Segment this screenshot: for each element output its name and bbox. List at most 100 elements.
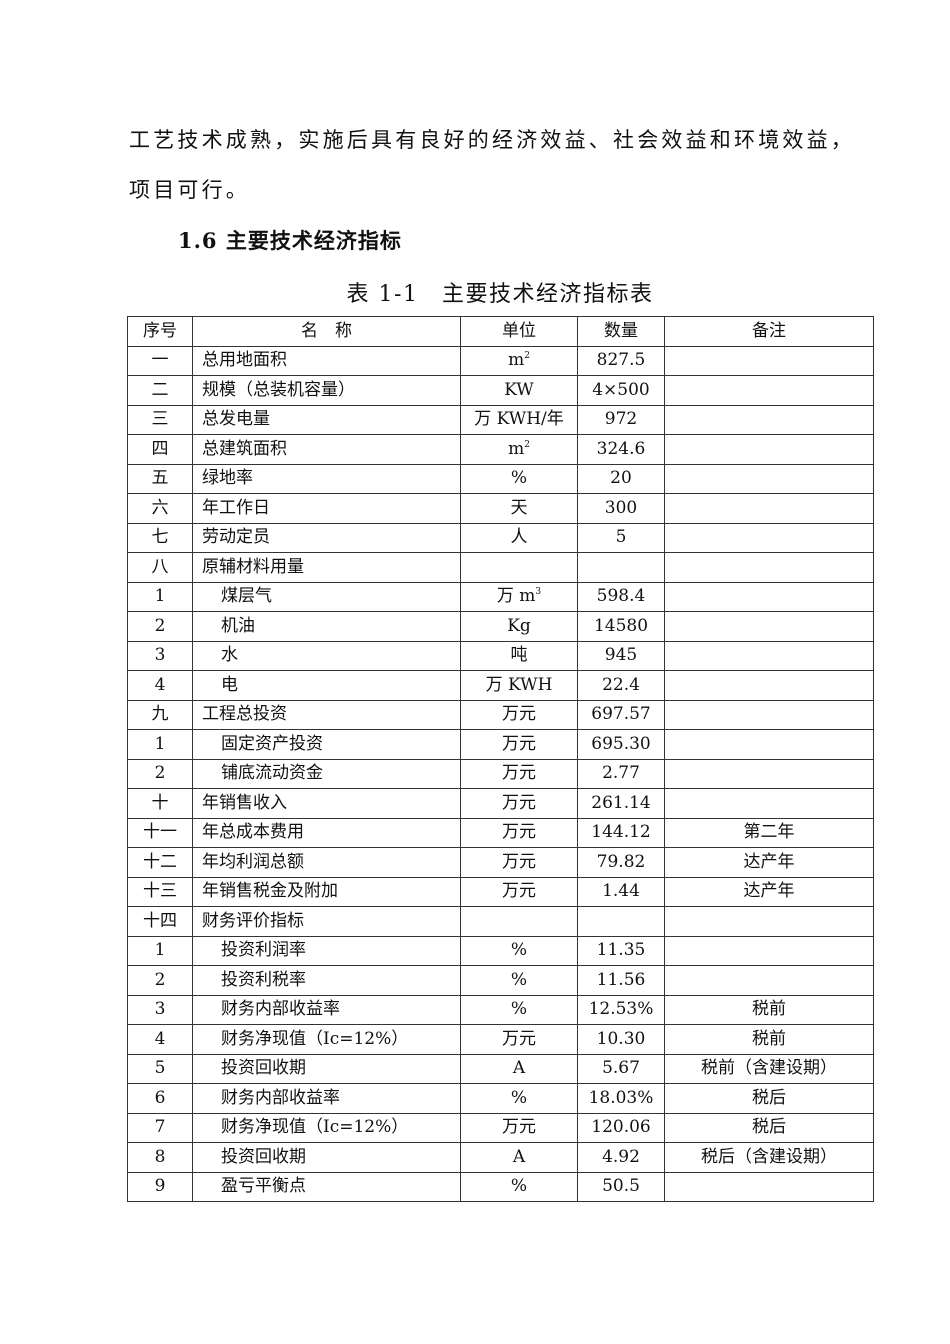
cell-unit: 吨 <box>460 640 578 671</box>
cell-qty-text: 300 <box>604 497 638 518</box>
cell-qty-text: 945 <box>604 645 638 666</box>
cell-note: 税后 <box>664 1083 874 1114</box>
cell-qty-text: 972 <box>604 409 638 430</box>
table-row: 3 水 吨 945 <box>127 640 874 671</box>
cell-note-text: 第二年 <box>743 822 795 843</box>
cell-note <box>664 906 874 937</box>
cell-unit: 万元 <box>460 788 578 819</box>
cell-no: 4 <box>127 1024 193 1055</box>
cell-unit: A <box>460 1053 578 1084</box>
cell-no: 五 <box>127 463 193 494</box>
cell-qty: 598.4 <box>577 581 665 612</box>
cell-unit: 万 KWH/年 <box>460 404 578 435</box>
cell-no-text: 四 <box>151 438 169 459</box>
table-row: 7 财务净现值（Ic=12%） 万元 120.06 税后 <box>127 1112 874 1143</box>
table-row: 3 财务内部收益率% 12.53% 税前 <box>127 994 874 1025</box>
cell-qty-text: 12.53% <box>588 999 654 1020</box>
cell-name: 年销售税金及附加 <box>192 876 461 907</box>
cell-name-text: 煤层气 <box>221 586 272 607</box>
cell-qty: 972 <box>577 404 665 435</box>
table-row: 二 规模（总装机容量） KW 4×500 <box>127 375 874 406</box>
cell-name-text: 投资利润率 <box>221 940 306 961</box>
cell-name-text: 投资回收期 <box>221 1146 306 1167</box>
cell-no: 十二 <box>127 847 193 878</box>
cell-unit: m2 <box>460 345 578 376</box>
cell-note-text: 税前 <box>752 1028 786 1049</box>
cell-name: 绿地率 <box>192 463 461 494</box>
cell-no: 1 <box>127 935 193 966</box>
cell-name-text: 年工作日 <box>202 497 270 518</box>
cell-unit: % <box>460 1083 578 1114</box>
cell-name-text: 总建筑面积 <box>202 438 287 459</box>
indicator-table: 序号 名 称 单位 数量 备注 一总用地面积 m2 827.5 二规模（总装机容量） K… <box>127 316 874 1202</box>
cell-qty-text: 4.92 <box>602 1146 640 1167</box>
cell-name-text: 财务净现值（Ic=12%） <box>221 1117 409 1138</box>
cell-note <box>664 640 874 671</box>
cell-no-text: 十二 <box>143 851 177 872</box>
cell-unit: 万元 <box>460 758 578 789</box>
cell-note <box>664 699 874 730</box>
table-row: 5 投资回收期 A 5.67 税前（含建设期） <box>127 1053 874 1084</box>
cell-note <box>664 522 874 553</box>
cell-no-text: 3 <box>154 999 166 1020</box>
table-row: 4 电 万 KWH 22.4 <box>127 670 874 701</box>
table-row: 六 年工作日 天 300 <box>127 493 874 524</box>
cell-unit-text: % <box>510 999 528 1020</box>
cell-no-text: 五 <box>151 468 169 489</box>
cell-no-text: 八 <box>151 556 169 577</box>
cell-qty: 144.12 <box>577 817 665 848</box>
cell-unit-text: A <box>512 1146 526 1167</box>
table-row: 四 总建筑面积 m2 324.6 <box>127 434 874 465</box>
cell-no: 十 <box>127 788 193 819</box>
cell-no: 6 <box>127 1083 193 1114</box>
cell-name-text: 原辅材料用量 <box>202 556 304 577</box>
cell-unit-text: 万元 <box>502 822 536 843</box>
cell-qty: 79.82 <box>577 847 665 878</box>
cell-name-text: 年销售税金及附加 <box>202 881 338 902</box>
cell-name: 机油 <box>192 611 461 642</box>
cell-qty: 14580 <box>577 611 665 642</box>
cell-qty: 1.44 <box>577 876 665 907</box>
table-row: 8 投资回收期 A 4.92 税后（含建设期） <box>127 1142 874 1173</box>
cell-note <box>664 375 874 406</box>
cell-note-text: 税后 <box>752 1117 786 1138</box>
cell-note <box>664 611 874 642</box>
cell-name: 财务净现值（Ic=12%） <box>192 1024 461 1055</box>
cell-unit: % <box>460 994 578 1025</box>
cell-unit: m2 <box>460 434 578 465</box>
cell-name-text: 固定资产投资 <box>221 733 323 754</box>
cell-note-text: 税后 <box>752 1087 786 1108</box>
cell-no: 2 <box>127 611 193 642</box>
cell-name: 固定资产投资 <box>192 729 461 760</box>
cell-no: 3 <box>127 640 193 671</box>
cell-note: 税前 <box>664 994 874 1025</box>
cell-note <box>664 552 874 583</box>
cell-unit-text: % <box>510 468 528 489</box>
cell-unit: 万元 <box>460 817 578 848</box>
cell-unit-text: m <box>508 350 525 371</box>
cell-unit: Kg <box>460 611 578 642</box>
cell-qty: 2.77 <box>577 758 665 789</box>
table-row: 七 劳动定员 人 5 <box>127 522 874 553</box>
cell-note: 第二年 <box>664 817 874 848</box>
cell-no-text: 十一 <box>143 822 177 843</box>
cell-name-text: 规模（总装机容量） <box>202 379 355 400</box>
cell-no-text: 十 <box>151 792 169 813</box>
cell-unit-text: KW <box>504 379 534 400</box>
cell-unit: KW <box>460 375 578 406</box>
cell-name: 原辅材料用量 <box>192 552 461 583</box>
cell-unit: 万元 <box>460 729 578 760</box>
cell-note <box>664 758 874 789</box>
header-unit: 单位 <box>460 316 578 347</box>
cell-unit-text: 天 <box>510 497 528 518</box>
cell-name-text: 年均利润总额 <box>202 851 304 872</box>
cell-no: 三 <box>127 404 193 435</box>
cell-unit <box>460 906 578 937</box>
cell-qty: 5 <box>577 522 665 553</box>
table-header-row: 序号 名 称 单位 数量 备注 <box>127 316 874 347</box>
cell-qty-text: 5 <box>615 527 627 548</box>
cell-unit-text: 吨 <box>510 645 528 666</box>
table-row: 十四 财务评价指标 <box>127 906 874 937</box>
cell-note-text: 达产年 <box>743 851 795 872</box>
cell-qty: 827.5 <box>577 345 665 376</box>
